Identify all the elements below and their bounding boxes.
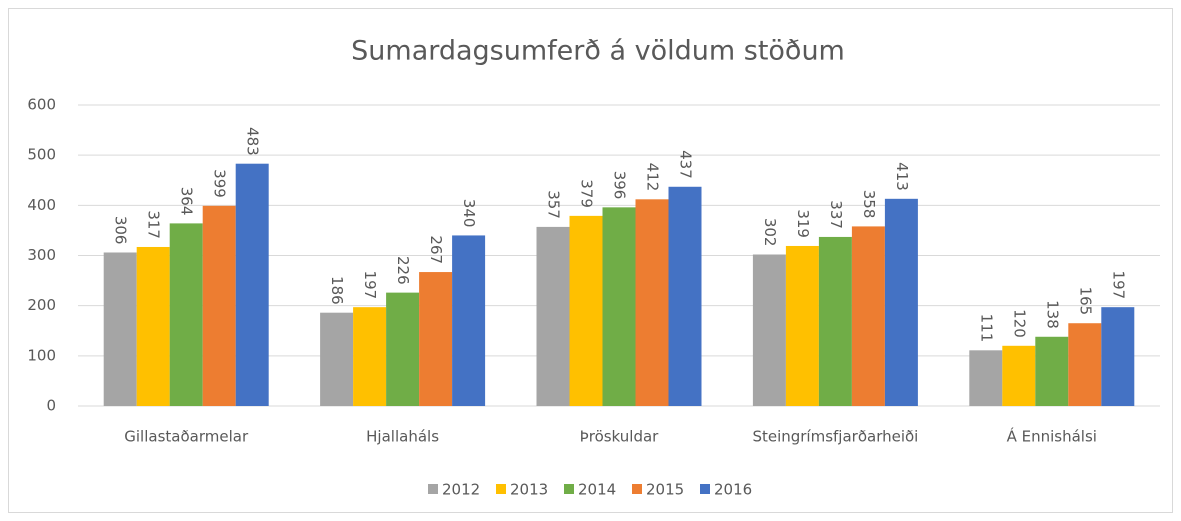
data-label: 357 — [545, 190, 563, 219]
bar — [1035, 336, 1069, 406]
bar — [668, 186, 702, 406]
bar — [884, 198, 918, 406]
bar — [353, 307, 387, 406]
x-tick-label: Þröskuldar — [580, 428, 660, 446]
bar — [103, 252, 137, 406]
legend-swatch — [700, 484, 710, 494]
legend-label: 2016 — [714, 481, 752, 499]
data-label: 437 — [677, 150, 695, 179]
data-label: 138 — [1043, 300, 1061, 329]
y-tick-label: 500 — [27, 146, 56, 164]
bar — [752, 254, 786, 406]
data-label: 226 — [394, 256, 412, 285]
y-tick-label: 400 — [27, 196, 56, 214]
bar — [386, 292, 420, 406]
legend-swatch — [632, 484, 642, 494]
data-label: 111 — [977, 314, 995, 343]
x-tick-label: Gillastaðarmelar — [124, 428, 249, 446]
data-label: 358 — [860, 190, 878, 219]
data-label: 399 — [211, 169, 229, 198]
data-label: 197 — [1109, 271, 1127, 300]
bar — [851, 226, 885, 406]
bar — [1002, 345, 1036, 406]
legend-label: 2015 — [646, 481, 684, 499]
bar — [969, 350, 1003, 406]
bar — [320, 312, 354, 406]
legend-label: 2012 — [442, 481, 480, 499]
data-label: 197 — [361, 271, 379, 300]
y-tick-label: 300 — [27, 246, 56, 264]
data-label: 413 — [893, 162, 911, 191]
bar — [635, 199, 669, 406]
bar — [1068, 323, 1102, 406]
bar — [569, 215, 603, 406]
legend-label: 2013 — [510, 481, 548, 499]
y-tick-label: 0 — [46, 397, 56, 415]
y-tick-label: 200 — [27, 296, 56, 314]
x-tick-label: Hjallaháls — [366, 428, 439, 446]
data-label: 306 — [112, 216, 130, 245]
bar — [452, 235, 486, 406]
data-label: 186 — [328, 276, 346, 305]
data-label: 340 — [460, 199, 478, 228]
bar — [169, 223, 203, 406]
legend-swatch — [496, 484, 506, 494]
bar — [602, 207, 636, 406]
data-label: 364 — [178, 187, 196, 216]
data-label: 483 — [244, 127, 262, 156]
data-label: 165 — [1076, 287, 1094, 316]
x-tick-label: Á Ennishálsi — [1007, 427, 1097, 446]
y-tick-label: 100 — [27, 346, 56, 364]
data-label: 317 — [145, 210, 163, 239]
bar — [136, 246, 170, 406]
data-label: 412 — [644, 163, 662, 192]
bar — [785, 245, 819, 406]
y-tick-label: 600 — [27, 96, 56, 114]
bar — [1101, 307, 1135, 406]
legend-swatch — [428, 484, 438, 494]
legend-swatch — [564, 484, 574, 494]
bar — [818, 236, 852, 406]
data-label: 319 — [794, 209, 812, 238]
data-label: 379 — [578, 179, 596, 208]
bar — [202, 205, 236, 406]
data-label: 267 — [427, 235, 445, 264]
data-label: 396 — [611, 171, 629, 200]
bar — [419, 272, 453, 406]
data-label: 120 — [1010, 309, 1028, 338]
x-tick-label: Steingrímsfjarðarheiði — [752, 428, 918, 446]
legend-label: 2014 — [578, 481, 616, 499]
data-label: 337 — [827, 200, 845, 229]
data-label: 302 — [761, 218, 779, 247]
bar — [536, 226, 570, 406]
bar — [235, 163, 269, 406]
chart-title: Sumardagsumferð á völdum stöðum — [351, 36, 845, 67]
